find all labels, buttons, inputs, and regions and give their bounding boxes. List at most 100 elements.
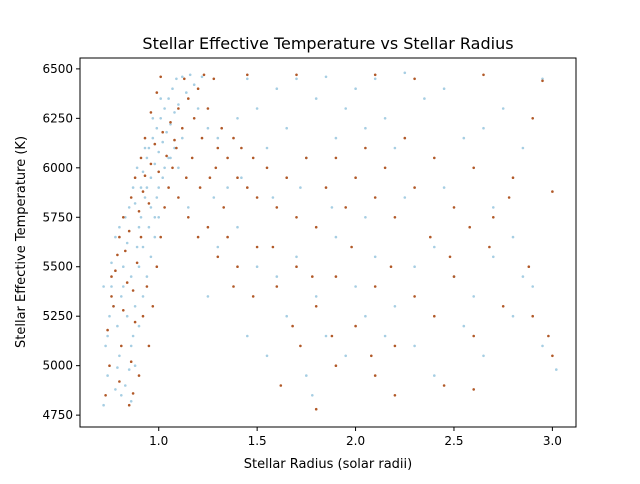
data-point-series-0-147: [122, 285, 125, 288]
data-point-series-1-48: [285, 176, 289, 179]
data-point-series-0-14: [127, 368, 131, 371]
data-point-series-1-100: [147, 344, 151, 348]
data-point-series-0-87: [482, 126, 485, 130]
data-point-series-1-56: [364, 146, 367, 150]
chart-title: Stellar Effective Temperature vs Stellar…: [142, 34, 513, 53]
plot-frame: [79, 57, 577, 428]
data-point-series-1-69: [187, 216, 190, 219]
data-point-series-0-131: [299, 186, 302, 189]
data-point-series-0-84: [423, 97, 426, 100]
data-point-series-1-24: [157, 170, 160, 174]
data-point-series-1-119: [155, 91, 159, 94]
data-point-series-1-107: [175, 146, 178, 150]
data-point-series-0-32: [161, 140, 164, 144]
data-point-series-1-31: [187, 97, 190, 100]
data-point-series-0-121: [482, 354, 485, 358]
data-point-series-1-37: [216, 146, 220, 150]
data-point-series-1-104: [163, 206, 166, 209]
data-point-series-1-49: [295, 216, 298, 219]
data-point-series-0-80: [373, 77, 377, 81]
data-point-series-1-102: [155, 265, 159, 269]
data-point-series-0-92: [236, 225, 239, 229]
data-point-series-0-52: [157, 186, 160, 189]
data-point-series-1-47: [275, 206, 279, 209]
data-point-series-1-60: [403, 136, 407, 140]
data-point-series-0-97: [334, 235, 338, 239]
data-point-series-1-20: [143, 174, 147, 177]
data-point-series-0-127: [442, 186, 446, 189]
data-point-series-0-100: [393, 305, 397, 308]
data-point-series-1-113: [122, 216, 125, 219]
x-axis-label: Stellar Radius (solar radii): [244, 457, 412, 472]
data-point-series-1-92: [314, 407, 318, 411]
data-point-series-0-125: [521, 275, 525, 278]
data-point-series-0-113: [311, 394, 314, 397]
data-point-series-1-63: [452, 206, 456, 209]
data-point-series-1-65: [492, 216, 495, 219]
data-point-series-0-1: [106, 374, 109, 377]
data-point-series-1-12: [131, 392, 135, 395]
data-point-series-0-79: [364, 126, 367, 130]
data-point-series-1-67: [531, 117, 534, 120]
data-point-series-1-85: [452, 275, 456, 278]
data-point-series-1-144: [527, 265, 531, 269]
data-point-series-1-29: [177, 107, 180, 110]
data-point-series-1-132: [271, 245, 275, 249]
data-point-series-1-11: [127, 229, 131, 233]
data-point-series-0-4: [102, 285, 105, 288]
data-point-series-0-83: [403, 71, 407, 75]
data-point-series-0-9: [120, 295, 123, 298]
data-point-series-1-61: [413, 186, 416, 189]
data-point-series-0-156: [157, 216, 160, 219]
data-point-series-1-28: [173, 138, 176, 142]
data-point-series-0-134: [212, 196, 216, 199]
data-point-series-1-40: [232, 136, 235, 140]
data-point-series-1-34: [200, 136, 204, 140]
data-point-series-1-150: [208, 176, 212, 179]
data-point-series-0-75: [324, 75, 328, 79]
data-point-series-0-57: [131, 186, 135, 189]
data-point-series-1-111: [114, 269, 117, 273]
data-point-series-0-155: [153, 235, 157, 239]
data-point-series-1-138: [389, 265, 393, 269]
data-point-series-1-130: [232, 285, 235, 288]
data-point-series-1-21: [147, 202, 151, 205]
data-point-series-0-37: [171, 87, 174, 90]
data-point-series-1-66: [511, 176, 515, 179]
data-point-series-1-18: [137, 210, 141, 213]
data-point-series-0-101: [413, 265, 416, 269]
data-point-series-0-133: [240, 176, 243, 179]
y-tick-label: 6000: [42, 161, 73, 175]
data-point-series-1-146: [177, 196, 180, 199]
data-point-series-0-17: [129, 275, 133, 278]
data-point-series-0-33: [163, 107, 166, 110]
data-point-series-1-0: [104, 394, 107, 397]
data-point-series-0-140: [161, 176, 164, 179]
data-point-series-1-80: [354, 324, 357, 328]
data-point-series-0-114: [324, 334, 328, 338]
data-point-series-1-46: [265, 166, 269, 170]
data-point-series-0-130: [330, 206, 334, 209]
y-tick-label: 5750: [42, 210, 73, 224]
data-point-series-1-3: [112, 305, 115, 308]
x-tick-label: 1.0: [149, 434, 168, 448]
y-tick-label: 6250: [42, 111, 73, 125]
data-point-series-1-108: [145, 285, 149, 288]
data-point-series-0-46: [200, 75, 204, 79]
data-point-series-0-123: [541, 344, 544, 348]
data-point-series-1-1: [108, 364, 111, 368]
data-point-series-0-138: [173, 146, 176, 150]
data-point-series-0-69: [265, 146, 269, 150]
data-point-series-0-34: [165, 130, 168, 134]
data-point-series-1-125: [373, 73, 377, 77]
data-point-series-1-97: [472, 388, 476, 391]
data-point-series-0-59: [143, 146, 147, 150]
data-point-series-1-2: [106, 328, 109, 332]
data-point-series-1-82: [393, 344, 397, 348]
data-point-series-1-36: [212, 77, 216, 81]
data-point-series-1-43: [246, 186, 249, 189]
data-point-series-1-141: [468, 225, 472, 229]
data-point-series-0-10: [122, 265, 125, 269]
data-point-series-1-131: [251, 295, 255, 298]
